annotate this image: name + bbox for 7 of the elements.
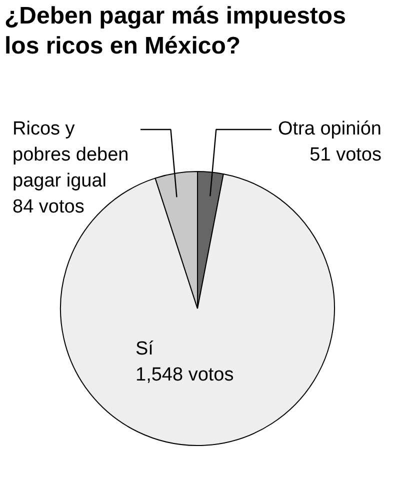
data-label: 84 votos bbox=[12, 196, 84, 218]
data-label: 51 votos bbox=[310, 144, 382, 166]
data-label: 1,548 votos bbox=[136, 364, 234, 386]
chart-title: ¿Deben pagar más impuestos los ricos en México? bbox=[4, 2, 346, 60]
slice-label: Ricos y pobres deben pagar igual bbox=[12, 118, 129, 192]
slice-label: Otra opinión bbox=[278, 118, 382, 140]
slice-label: Sí bbox=[136, 338, 154, 360]
